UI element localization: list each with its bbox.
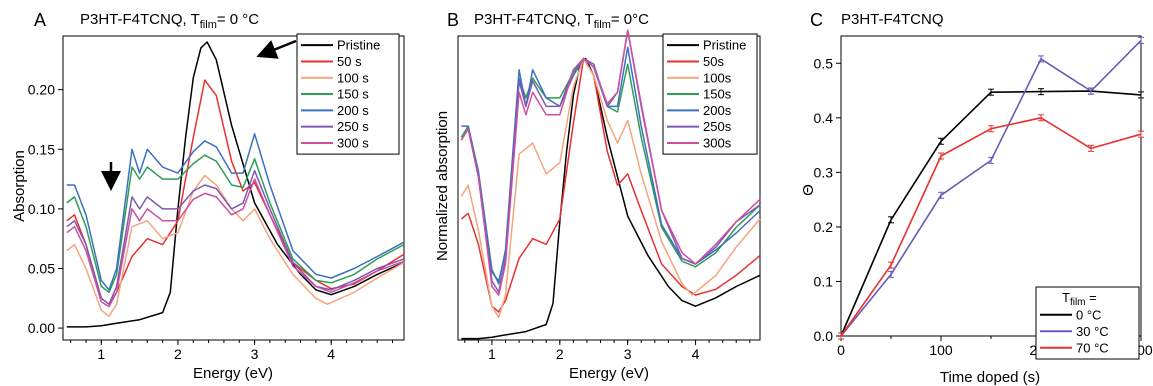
panel-a-xtick-label: 4 — [327, 346, 335, 362]
panel-a: A P3HT-F4TCNQ, Tfilm= 0 °C Absorption En… — [11, 10, 405, 382]
panel-c-legend-title: Tfilm = — [1062, 290, 1097, 308]
panel-c-title: P3HT-F4TCNQ — [841, 11, 944, 28]
panel-label-b: B — [447, 10, 459, 30]
panel-a-legend-label: 100 s — [337, 70, 369, 85]
panel-b-legend-label: 150s — [703, 87, 732, 102]
panel-b: B P3HT-F4TCNQ, Tfilm= 0°C Normalized abs… — [434, 10, 761, 382]
panel-a-frame — [62, 35, 405, 341]
panel-b-xlabel: Energy (eV) — [569, 365, 649, 382]
panel-b-ylabel: Normalized absorption — [434, 111, 451, 261]
panel-a-legend-label: 50 s — [337, 54, 362, 69]
panel-a-legend-label: Pristine — [337, 38, 380, 53]
panel-b-legend-label: 100s — [703, 70, 732, 85]
panel-a-xtick-label: 3 — [251, 346, 259, 362]
panel-a-series-line — [66, 174, 405, 317]
panel-c-xlabel: Time doped (s) — [940, 369, 1040, 386]
panel-b-title: P3HT-F4TCNQ, Tfilm= 0°C — [474, 11, 649, 31]
panel-a-xtick-label: 2 — [174, 346, 182, 362]
panel-a-ytick-label: 0.10 — [28, 201, 55, 217]
panel-a-legend-label: 200 s — [337, 103, 369, 118]
panel-b-xtick-label: 2 — [556, 346, 564, 362]
panel-label-c: C — [810, 10, 823, 30]
panel-a-ytick-label: 0.05 — [28, 260, 55, 276]
panel-c-xtick-label: 0 — [837, 342, 845, 358]
panel-label-a: A — [34, 10, 46, 30]
panel-c-xtick-label: 100 — [929, 342, 953, 358]
panel-a-ytick-label: 0.15 — [28, 141, 55, 157]
panel-a-ytick-label: 0.00 — [28, 320, 55, 336]
panel-b-xtick-label: 3 — [624, 346, 632, 362]
panel-c-ylabel: Θ — [800, 184, 817, 196]
panel-a-ylabel: Absorption — [11, 150, 28, 222]
panel-a-legend-label: 250 s — [337, 119, 369, 134]
panel-c-ytick-label: 0.5 — [814, 55, 834, 71]
panel-b-legend-label: Pristine — [703, 38, 746, 53]
panel-a-title: P3HT-F4TCNQ, Tfilm= 0 °C — [80, 11, 259, 31]
panel-a-legend-label: 300 s — [337, 135, 369, 150]
panel-b-legend-label: 300s — [703, 135, 732, 150]
panel-a-arrow-peak — [256, 39, 297, 59]
panel-a-series-line — [66, 154, 405, 294]
panel-a-legend-label: 150 s — [337, 87, 369, 102]
panel-b-series-line — [460, 29, 761, 296]
panel-c-ytick-label: 0.2 — [814, 219, 834, 235]
panel-b-frame — [457, 35, 761, 341]
panel-a-xlabel: Energy (eV) — [193, 365, 273, 382]
panel-b-xtick-label: 1 — [488, 346, 496, 362]
panel-b-legend-label: 250s — [703, 119, 732, 134]
panel-c-legend-label: 30 °C — [1076, 324, 1109, 339]
panel-a-ytick-label: 0.20 — [28, 82, 55, 98]
panel-a-series-line — [66, 178, 405, 308]
panel-b-legend-label: 200s — [703, 103, 732, 118]
panel-b-legend-label: 50s — [703, 54, 724, 69]
panel-c: C P3HT-F4TCNQ Θ Time doped (s) 010020030… — [800, 10, 1153, 386]
panel-a-series-line — [66, 41, 405, 328]
panel-b-xtick-label: 4 — [692, 346, 700, 362]
panel-a-xtick-label: 1 — [97, 346, 105, 362]
panel-c-legend-label: 0 °C — [1076, 307, 1101, 322]
panel-c-ytick-label: 0.1 — [814, 273, 834, 289]
panel-c-ytick-label: 0.0 — [814, 328, 834, 344]
panel-c-ytick-label: 0.3 — [814, 164, 834, 180]
panel-c-legend-label: 70 °C — [1076, 340, 1109, 355]
panel-c-ytick-label: 0.4 — [814, 110, 834, 126]
panel-a-series-line — [66, 133, 405, 291]
